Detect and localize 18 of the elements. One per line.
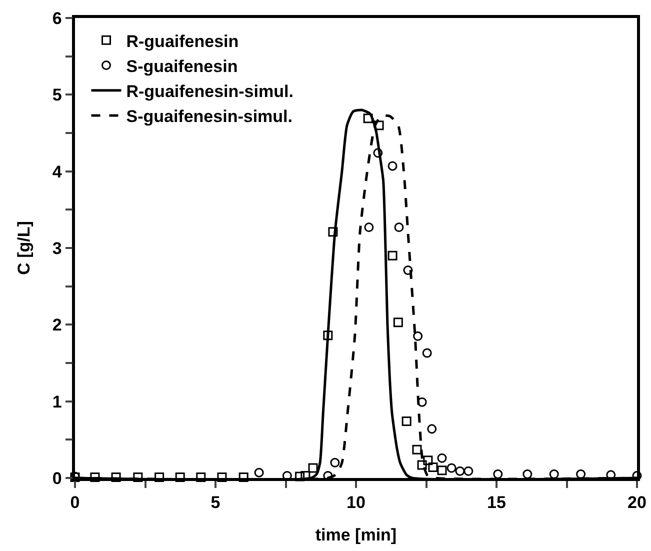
y-tick-label: 0 <box>52 468 62 488</box>
y-tick-label: 6 <box>52 8 62 28</box>
legend-label: S-guaifenesin-simul. <box>126 107 292 126</box>
y-tick-label: 5 <box>52 86 62 105</box>
x-tick-label: 5 <box>210 493 220 512</box>
legend-label: S-guaifenesin <box>126 56 238 76</box>
x-tick-label: 0 <box>70 493 80 512</box>
legend-label: R-guaifenesin-simul. <box>126 82 294 101</box>
y-tick-label: 1 <box>52 392 62 412</box>
y-tick-label: 3 <box>52 238 62 258</box>
x-tick-label: 20 <box>628 493 646 512</box>
x-tick-label: 10 <box>346 493 366 512</box>
y-axis-title: C [g/L] <box>14 221 34 275</box>
x-tick-label: 15 <box>487 493 506 512</box>
x-axis-title: time [min] <box>315 526 397 544</box>
y-tick-label: 4 <box>52 162 62 182</box>
y-tick-label: 2 <box>52 316 62 335</box>
legend-label: R-guaifenesin <box>126 32 239 51</box>
